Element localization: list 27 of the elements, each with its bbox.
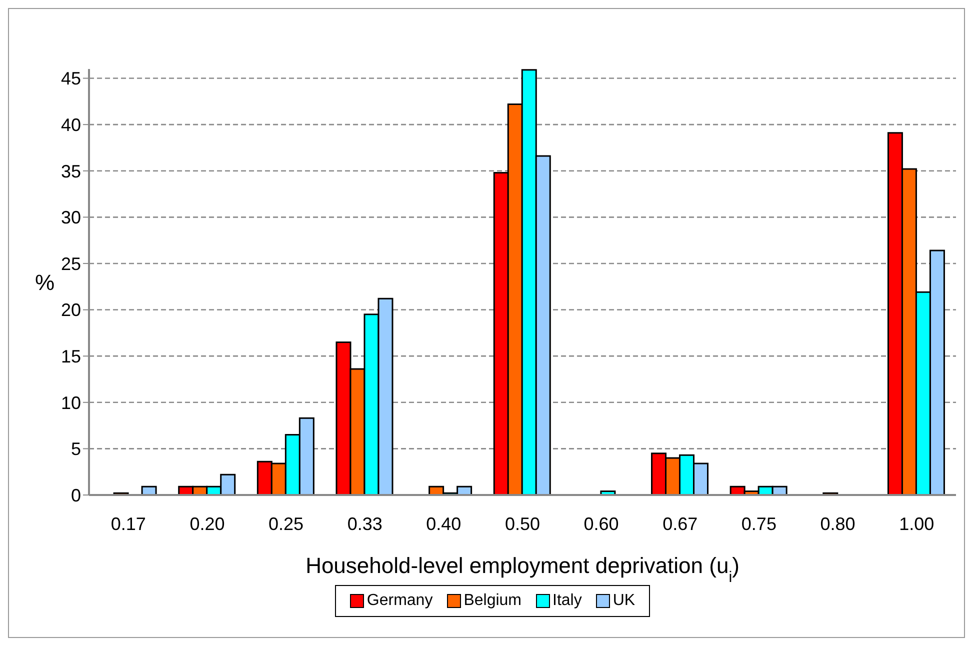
x-tick-label: 0.75 (741, 514, 776, 534)
y-tick-label: 0 (70, 485, 81, 506)
y-tick-label: 40 (60, 114, 81, 135)
x-tick-label: 0.80 (820, 514, 856, 534)
y-tick-label: 20 (60, 300, 81, 320)
y-tick-label: 10 (60, 392, 81, 413)
legend-label: Belgium (462, 592, 522, 610)
x-tick-label: 0.60 (584, 514, 619, 534)
y-axis-title: % (35, 270, 55, 295)
x-tick-label: 0.25 (268, 514, 304, 534)
legend-label: Germany (366, 592, 433, 610)
x-tick-label: 0.20 (190, 514, 225, 534)
legend-label: UK (612, 592, 636, 610)
y-tick-label: 30 (60, 208, 81, 228)
x-tick-label: 0.33 (347, 514, 382, 534)
y-tick-label: 45 (60, 68, 81, 89)
x-tick-label: 1.00 (899, 514, 934, 534)
x-tick-label: 0.17 (110, 514, 146, 534)
x-tick-label: 0.40 (426, 514, 462, 534)
legend-label: Italy (552, 592, 582, 610)
y-tick-label: 5 (70, 439, 81, 460)
y-tick-label: 15 (60, 346, 81, 366)
x-tick-label: 0.67 (662, 514, 698, 534)
y-tick-label: 35 (60, 161, 81, 182)
x-axis-title: Household-level employment deprivation (u$_{i}$) (306, 553, 740, 586)
y-tick-label: 25 (60, 254, 81, 274)
x-tick-label: 0.50 (504, 514, 540, 534)
